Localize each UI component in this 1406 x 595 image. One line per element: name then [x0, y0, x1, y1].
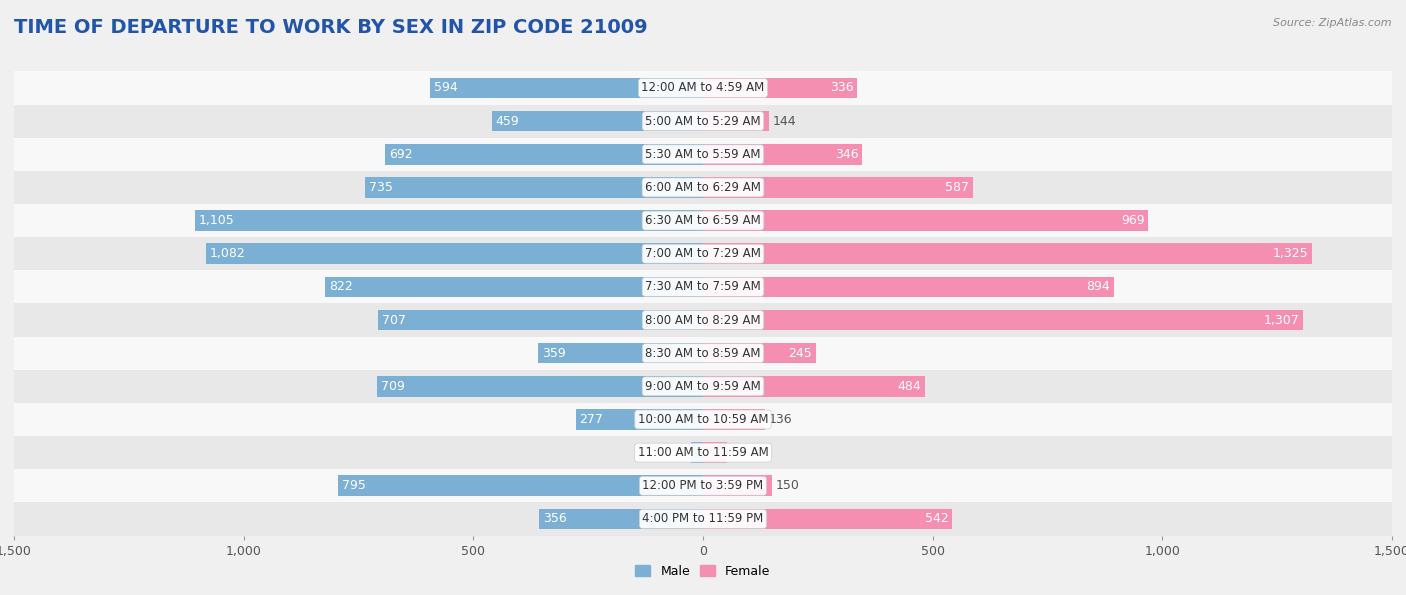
- Text: 356: 356: [543, 512, 567, 525]
- Bar: [540, 509, 703, 529]
- Bar: [377, 376, 703, 397]
- Bar: [14, 369, 1392, 403]
- Text: 5:00 AM to 5:29 AM: 5:00 AM to 5:29 AM: [645, 115, 761, 127]
- Bar: [538, 343, 703, 364]
- Text: 144: 144: [773, 115, 796, 127]
- Bar: [703, 144, 862, 165]
- Text: 12:00 AM to 4:59 AM: 12:00 AM to 4:59 AM: [641, 82, 765, 95]
- Text: 26: 26: [672, 446, 688, 459]
- Bar: [703, 177, 973, 198]
- Text: 692: 692: [389, 148, 412, 161]
- Text: 542: 542: [925, 512, 948, 525]
- Text: 484: 484: [898, 380, 921, 393]
- Bar: [703, 277, 1114, 297]
- Bar: [14, 204, 1392, 237]
- Bar: [703, 210, 1149, 231]
- Text: 245: 245: [789, 347, 811, 359]
- Bar: [337, 475, 703, 496]
- Bar: [366, 177, 703, 198]
- Text: 709: 709: [381, 380, 405, 393]
- Text: 11:00 AM to 11:59 AM: 11:00 AM to 11:59 AM: [638, 446, 768, 459]
- Text: 822: 822: [329, 280, 353, 293]
- Text: 9:00 AM to 9:59 AM: 9:00 AM to 9:59 AM: [645, 380, 761, 393]
- Text: 6:00 AM to 6:29 AM: 6:00 AM to 6:29 AM: [645, 181, 761, 194]
- Text: 594: 594: [434, 82, 457, 95]
- Text: 894: 894: [1087, 280, 1109, 293]
- Text: 53: 53: [731, 446, 747, 459]
- Bar: [195, 210, 703, 231]
- Text: 8:30 AM to 8:59 AM: 8:30 AM to 8:59 AM: [645, 347, 761, 359]
- Bar: [430, 78, 703, 98]
- Bar: [703, 376, 925, 397]
- Bar: [492, 111, 703, 131]
- Text: 6:30 AM to 6:59 AM: 6:30 AM to 6:59 AM: [645, 214, 761, 227]
- Bar: [14, 502, 1392, 536]
- Text: 735: 735: [370, 181, 392, 194]
- Bar: [703, 343, 815, 364]
- Legend: Male, Female: Male, Female: [630, 560, 776, 583]
- Bar: [385, 144, 703, 165]
- Bar: [14, 337, 1392, 369]
- Bar: [703, 509, 952, 529]
- Text: 136: 136: [769, 413, 793, 426]
- Text: 336: 336: [830, 82, 853, 95]
- Bar: [207, 243, 703, 264]
- Text: TIME OF DEPARTURE TO WORK BY SEX IN ZIP CODE 21009: TIME OF DEPARTURE TO WORK BY SEX IN ZIP …: [14, 18, 648, 37]
- Text: 277: 277: [579, 413, 603, 426]
- Bar: [14, 403, 1392, 436]
- Text: 1,105: 1,105: [200, 214, 235, 227]
- Bar: [692, 442, 703, 463]
- Bar: [703, 310, 1303, 330]
- Bar: [14, 436, 1392, 469]
- Text: Source: ZipAtlas.com: Source: ZipAtlas.com: [1274, 18, 1392, 28]
- Bar: [14, 105, 1392, 137]
- Bar: [14, 71, 1392, 105]
- Bar: [378, 310, 703, 330]
- Text: 7:00 AM to 7:29 AM: 7:00 AM to 7:29 AM: [645, 248, 761, 260]
- Bar: [703, 243, 1312, 264]
- Text: 795: 795: [342, 480, 366, 492]
- Bar: [14, 137, 1392, 171]
- Text: 587: 587: [945, 181, 969, 194]
- Text: 459: 459: [496, 115, 520, 127]
- Bar: [14, 469, 1392, 502]
- Text: 359: 359: [541, 347, 565, 359]
- Text: 707: 707: [382, 314, 406, 327]
- Bar: [576, 409, 703, 430]
- Text: 10:00 AM to 10:59 AM: 10:00 AM to 10:59 AM: [638, 413, 768, 426]
- Bar: [325, 277, 703, 297]
- Text: 8:00 AM to 8:29 AM: 8:00 AM to 8:29 AM: [645, 314, 761, 327]
- Bar: [703, 475, 772, 496]
- Text: 4:00 PM to 11:59 PM: 4:00 PM to 11:59 PM: [643, 512, 763, 525]
- Text: 7:30 AM to 7:59 AM: 7:30 AM to 7:59 AM: [645, 280, 761, 293]
- Bar: [703, 111, 769, 131]
- Text: 150: 150: [776, 480, 800, 492]
- Text: 12:00 PM to 3:59 PM: 12:00 PM to 3:59 PM: [643, 480, 763, 492]
- Text: 969: 969: [1121, 214, 1144, 227]
- Bar: [14, 237, 1392, 270]
- Text: 1,325: 1,325: [1272, 248, 1308, 260]
- Bar: [14, 171, 1392, 204]
- Bar: [14, 270, 1392, 303]
- Text: 1,307: 1,307: [1264, 314, 1299, 327]
- Text: 1,082: 1,082: [209, 248, 246, 260]
- Text: 346: 346: [835, 148, 858, 161]
- Bar: [703, 409, 765, 430]
- Text: 5:30 AM to 5:59 AM: 5:30 AM to 5:59 AM: [645, 148, 761, 161]
- Bar: [14, 303, 1392, 337]
- Bar: [703, 442, 727, 463]
- Bar: [703, 78, 858, 98]
